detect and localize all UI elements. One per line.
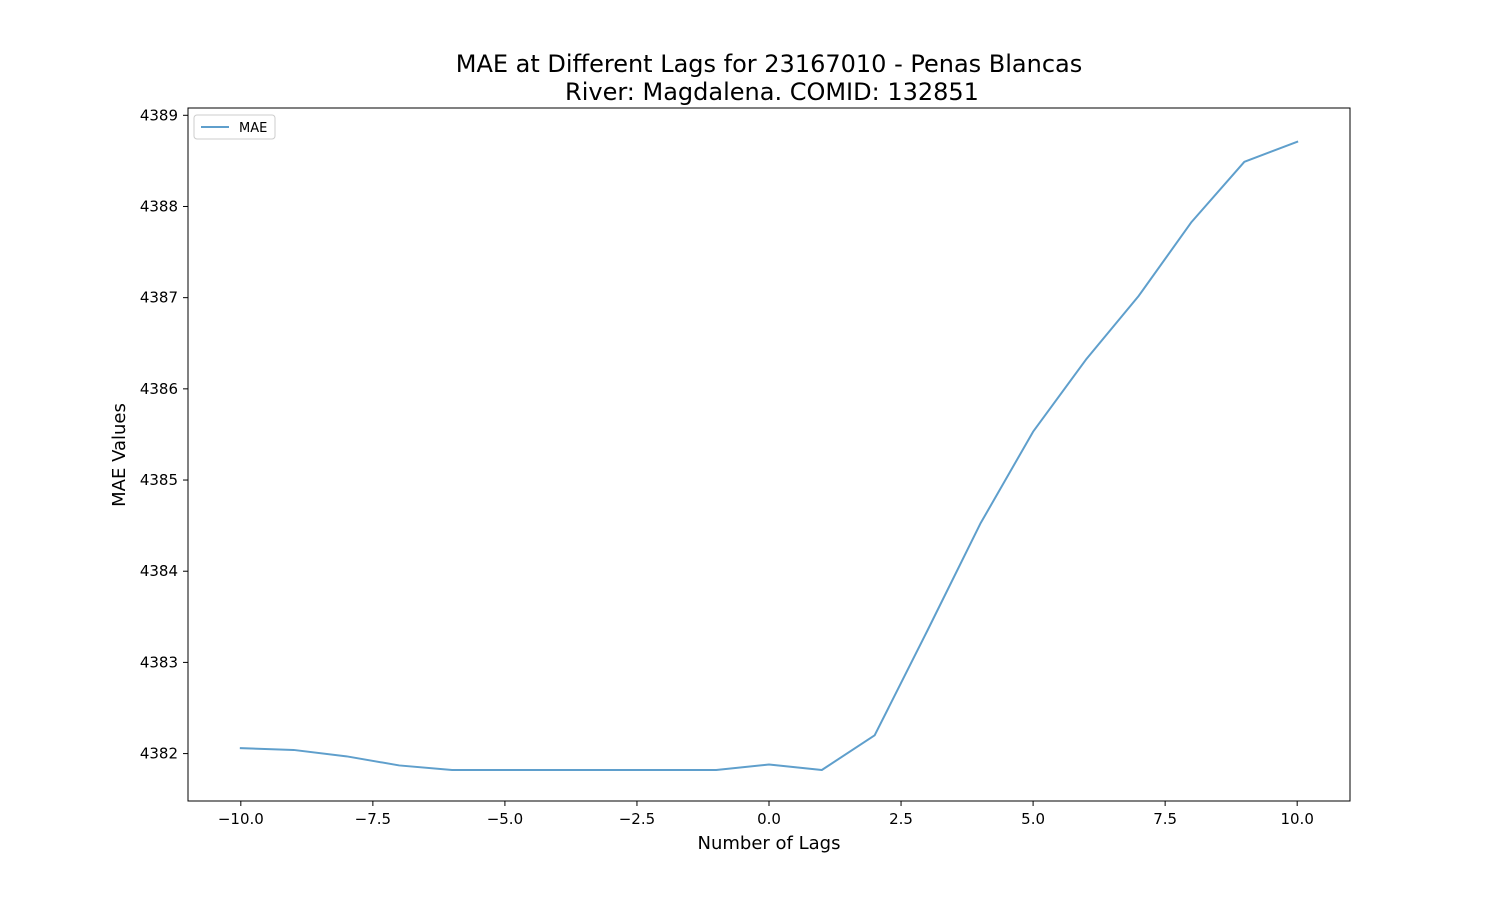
y-tick-label: 4388 <box>140 197 178 215</box>
chart-subtitle: River: Magdalena. COMID: 132851 <box>565 78 979 106</box>
plot-area: −10.0 −7.5 −5.0 −2.5 0.0 2.5 5.0 7.5 10.0 4382 438… <box>140 106 1351 828</box>
legend: MAE <box>193 114 276 140</box>
x-tick-label: 5.0 <box>1021 810 1045 828</box>
x-tick-label: −10.0 <box>218 810 264 828</box>
legend-box <box>193 114 276 140</box>
x-tick-label: 0.0 <box>757 810 781 828</box>
x-tick-label: −7.5 <box>355 810 391 828</box>
y-tick-label: 4389 <box>140 106 178 124</box>
y-tick-label: 4383 <box>140 653 178 671</box>
legend-label-mae: MAE <box>239 121 267 136</box>
x-tick-label: 2.5 <box>889 810 913 828</box>
x-tick-label: 10.0 <box>1280 810 1313 828</box>
y-tick-label: 4382 <box>140 745 178 763</box>
plot-frame <box>187 107 1351 802</box>
x-tick-label: −2.5 <box>619 810 655 828</box>
y-axis-label: MAE Values <box>109 403 130 507</box>
x-axis-label: Number of Lags <box>698 833 841 854</box>
x-tick-label: −5.0 <box>487 810 523 828</box>
y-tick-label: 4384 <box>140 562 178 580</box>
y-tick-label: 4387 <box>140 289 178 307</box>
chart-title: MAE at Different Lags for 23167010 - Pen… <box>456 50 1083 78</box>
y-tick-label: 4386 <box>140 380 178 398</box>
x-tick-label: 7.5 <box>1153 810 1177 828</box>
series-line-mae <box>239 140 1299 771</box>
y-tick-label: 4385 <box>140 471 178 489</box>
